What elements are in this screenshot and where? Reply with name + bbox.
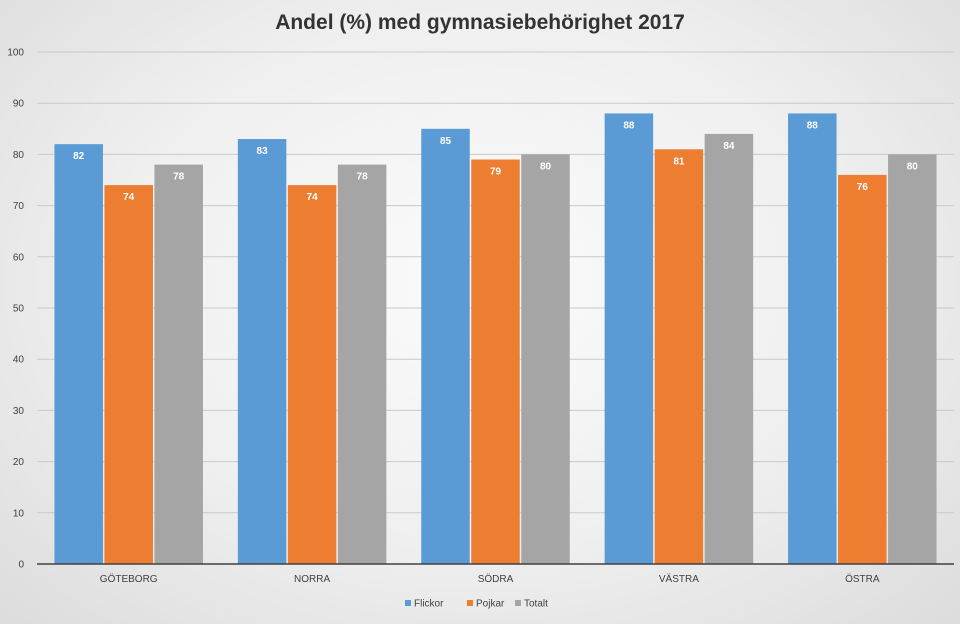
data-label: 78 [173,172,185,183]
x-category-label: NORRA [294,574,330,585]
bar-totalt-3 [704,133,754,565]
bar-flickor-1 [237,139,287,565]
legend-swatch-pojkar [467,600,473,606]
y-tick-label: 40 [13,355,25,366]
data-label: 79 [490,167,502,178]
y-tick-label: 60 [13,252,25,263]
x-category-label: ÖSTRA [845,573,880,585]
data-label: 84 [723,141,735,152]
bar-pojkar-0 [104,185,153,564]
y-axis-ticks: 0 10 20 30 40 50 60 70 80 90 100 [7,48,24,571]
data-label: 74 [123,192,135,203]
bar-pojkar-4 [838,174,887,564]
chart-title: Andel (%) med gymnasiebehörighet 2017 [275,11,685,34]
legend-swatch-totalt [515,600,521,606]
bar-totalt-1 [337,164,387,564]
bar-pojkar-2 [471,159,520,564]
data-label: 85 [440,136,452,147]
data-label: 88 [807,120,819,131]
bar-totalt-2 [521,154,570,564]
y-tick-label: 10 [13,508,25,519]
legend-label-pojkar: Pojkar [476,599,505,610]
bar-pojkar-1 [287,185,337,564]
x-category-label: SÖDRA [478,573,514,585]
legend-label-totalt: Totalt [524,599,548,610]
bars [54,113,937,565]
y-tick-label: 30 [13,406,25,417]
y-tick-label: 0 [18,560,24,571]
data-label: 76 [857,182,869,193]
x-axis-labels: GÖTEBORG NORRA SÖDRA VÄSTRA ÖSTRA [100,573,880,585]
legend-label-flickor: Flickor [414,599,444,610]
bar-totalt-0 [154,164,203,564]
x-category-label: VÄSTRA [659,573,699,585]
y-tick-label: 70 [13,201,25,212]
data-label: 88 [623,120,635,131]
data-label: 78 [357,172,369,183]
data-label: 80 [540,161,552,172]
data-label: 80 [907,161,919,172]
bar-flickor-2 [421,128,470,565]
data-label: 83 [257,146,269,157]
bar-flickor-0 [54,144,103,564]
y-tick-label: 20 [13,457,25,468]
bar-flickor-4 [788,113,837,564]
y-tick-label: 90 [13,99,25,110]
data-label: 81 [673,156,685,167]
legend-swatch-flickor [405,600,411,606]
y-tick-label: 50 [13,304,25,315]
data-label: 74 [307,192,319,203]
x-category-label: GÖTEBORG [100,573,158,585]
legend: Flickor Pojkar Totalt [405,599,548,610]
y-tick-label: 100 [7,48,24,59]
data-label: 82 [73,151,85,162]
bar-pojkar-3 [654,149,704,564]
bar-flickor-3 [604,113,654,564]
y-tick-label: 80 [13,150,25,161]
bar-totalt-4 [888,154,937,564]
data-labels: 82 74 78 83 74 78 85 79 80 88 81 84 88 76 80 [73,120,918,203]
